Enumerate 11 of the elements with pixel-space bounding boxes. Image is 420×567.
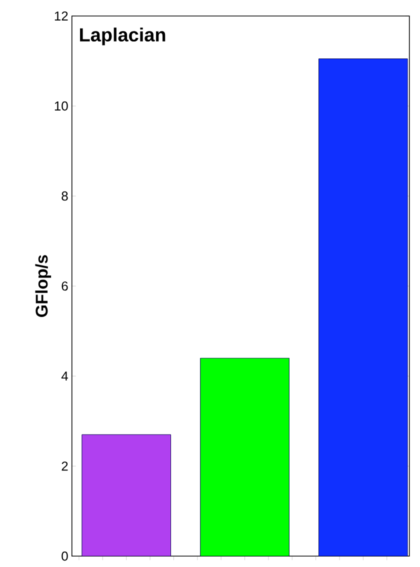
y-tick-label: 10 — [54, 101, 68, 111]
bar — [82, 434, 171, 556]
y-tick-label: 2 — [62, 462, 68, 471]
y-tick-label: 12 — [54, 11, 68, 21]
y-tick-label: 6 — [62, 281, 68, 291]
bar — [200, 358, 290, 556]
y-tick-label: 0 — [61, 552, 68, 561]
y-tick-label: 8 — [62, 191, 68, 201]
y-axis-title: GFlop/s — [35, 255, 51, 317]
text: Laplacian — [80, 28, 165, 46]
y-tick-label: 4 — [61, 372, 68, 381]
